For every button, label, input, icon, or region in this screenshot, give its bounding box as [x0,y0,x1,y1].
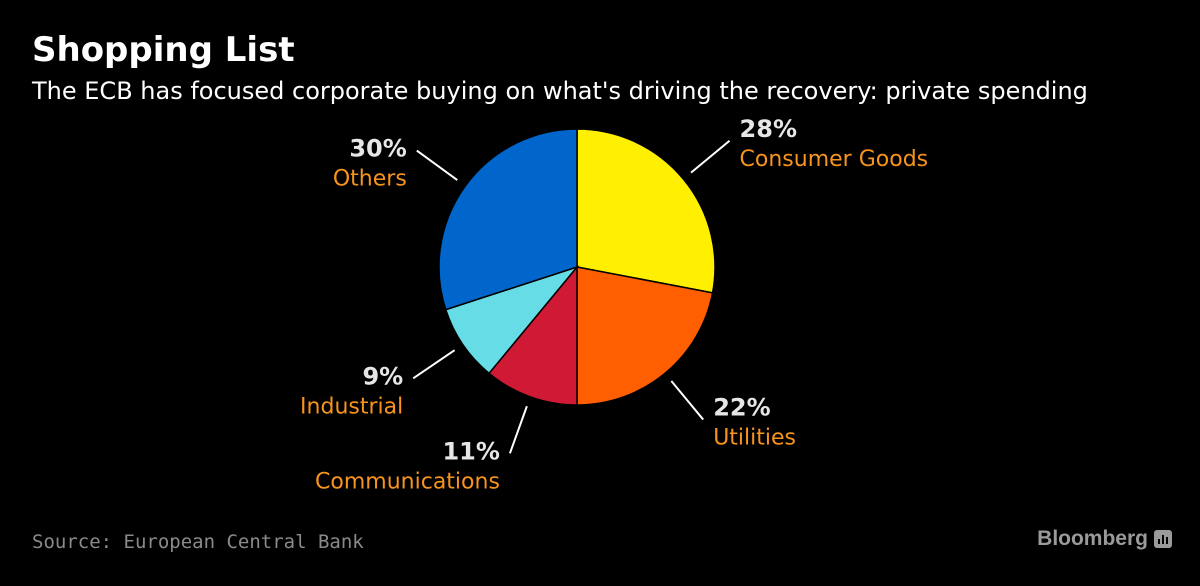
pie-slices [438,128,716,406]
leader-line-consumer-goods [690,140,731,174]
percent-label-communications: 11% [442,437,499,465]
leader-line-utilities [670,380,704,421]
brand-name: Bloomberg [1037,527,1148,550]
pie-slice-consumer-goods [576,128,716,294]
pie-slice-communications [487,264,578,406]
category-label-industrial: Industrial [300,394,403,419]
category-label-communications: Communications [315,469,500,494]
chart-subtitle: The ECB has focused corporate buying on … [32,77,1088,105]
category-label-utilities: Utilities [713,426,796,451]
leader-line-others [416,149,458,181]
pie-slice-utilities [576,266,714,406]
pie-annotations: 28% Consumer Goods 22% Utilities 11% Communic… [300,115,928,495]
source-note: Source: European Central Bank [32,531,364,553]
brand-terminal-icon [1154,530,1172,548]
category-label-consumer-goods: Consumer Goods [740,147,929,172]
leader-line-communications [508,405,528,454]
brand-logo: Bloomberg [1037,527,1172,551]
pie-slice-others [438,128,578,311]
percent-label-others: 30% [349,135,406,163]
category-label-others: Others [333,167,407,192]
chart-title: Shopping List [32,30,295,70]
percent-label-industrial: 9% [362,362,403,390]
percent-label-consumer-goods: 28% [740,115,797,143]
leader-line-industrial [412,349,456,380]
percent-label-utilities: 22% [713,394,770,422]
